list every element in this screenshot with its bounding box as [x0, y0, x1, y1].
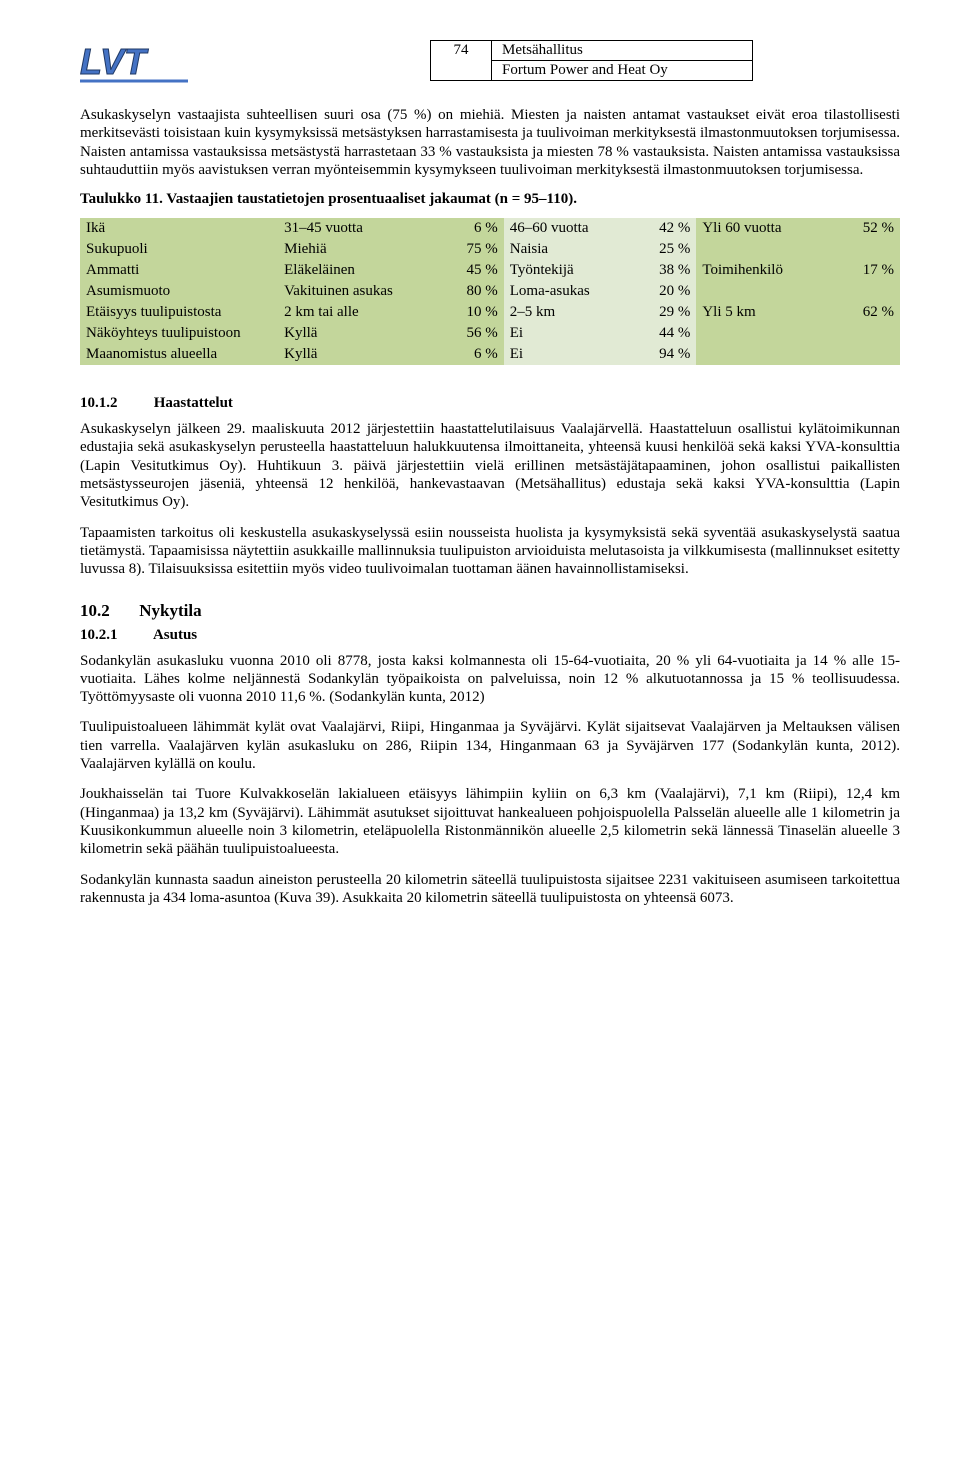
- table-cell: [696, 323, 839, 344]
- table-cell: Ei: [504, 344, 636, 365]
- table-cell: 44 %: [636, 323, 697, 344]
- table-cell: Kyllä: [278, 323, 443, 344]
- page-number: 74: [431, 41, 492, 81]
- table-cell: Sukupuoli: [80, 239, 278, 260]
- table-cell: Ikä: [80, 218, 278, 239]
- background-table: Ikä31–45 vuotta6 %46–60 vuotta42 %Yli 60…: [80, 218, 900, 365]
- table-cell: 52 %: [839, 218, 900, 239]
- table-cell: Asumismuoto: [80, 281, 278, 302]
- heading-number: 10.1.2: [80, 395, 150, 412]
- intro-paragraph: Asukaskyselyn vastaajista suhteellisen s…: [80, 106, 900, 179]
- table-cell: [839, 323, 900, 344]
- table-cell: Yli 5 km: [696, 302, 839, 323]
- table-cell: 17 %: [839, 260, 900, 281]
- table-cell: 75 %: [443, 239, 504, 260]
- table-cell: 56 %: [443, 323, 504, 344]
- table-row: Ikä31–45 vuotta6 %46–60 vuotta42 %Yli 60…: [80, 218, 900, 239]
- heading-title: Nykytila: [139, 601, 201, 620]
- table-cell: 6 %: [443, 218, 504, 239]
- heading-number: 10.2.1: [80, 627, 150, 644]
- heading-10-1-2: 10.1.2 Haastattelut: [80, 395, 900, 412]
- heading-number: 10.2: [80, 601, 135, 621]
- table-cell: Maanomistus alueella: [80, 344, 278, 365]
- table-row: Etäisyys tuulipuistosta2 km tai alle10 %…: [80, 302, 900, 323]
- header-info-table: 74 Metsähallitus Fortum Power and Heat O…: [430, 40, 753, 81]
- table-cell: Vakituinen asukas: [278, 281, 443, 302]
- lvt-logo: LVT: [80, 40, 190, 84]
- table-cell: 42 %: [636, 218, 697, 239]
- table-cell: Eläkeläinen: [278, 260, 443, 281]
- table-cell: [696, 281, 839, 302]
- table-cell: Ammatti: [80, 260, 278, 281]
- table-row: AsumismuotoVakituinen asukas80 %Loma-asu…: [80, 281, 900, 302]
- table-cell: Ei: [504, 323, 636, 344]
- table-cell: Miehiä: [278, 239, 443, 260]
- table-cell: [839, 239, 900, 260]
- heading-title: Asutus: [153, 627, 197, 643]
- heading-10-2: 10.2 Nykytila: [80, 601, 900, 621]
- table-cell: 80 %: [443, 281, 504, 302]
- table-cell: 6 %: [443, 344, 504, 365]
- table-row: SukupuoliMiehiä75 %Naisia25 %: [80, 239, 900, 260]
- heading-10-2-1: 10.2.1 Asutus: [80, 627, 900, 644]
- table-cell: Loma-asukas: [504, 281, 636, 302]
- table-cell: 10 %: [443, 302, 504, 323]
- table-cell: Työntekijä: [504, 260, 636, 281]
- table-cell: 20 %: [636, 281, 697, 302]
- table-cell: 31–45 vuotta: [278, 218, 443, 239]
- sec1021-p1: Sodankylän asukasluku vuonna 2010 oli 87…: [80, 652, 900, 707]
- table-cell: Näköyhteys tuulipuistoon: [80, 323, 278, 344]
- table-cell: [696, 239, 839, 260]
- table-cell: Toimihenkilö: [696, 260, 839, 281]
- table-cell: 2 km tai alle: [278, 302, 443, 323]
- table-cell: Naisia: [504, 239, 636, 260]
- table-row: Näköyhteys tuulipuistoonKyllä56 %Ei44 %: [80, 323, 900, 344]
- table-row: AmmattiEläkeläinen45 %Työntekijä38 %Toim…: [80, 260, 900, 281]
- header-org1: Metsähallitus: [492, 41, 753, 61]
- table-cell: 25 %: [636, 239, 697, 260]
- table-cell: 62 %: [839, 302, 900, 323]
- table-cell: 29 %: [636, 302, 697, 323]
- page-header: LVT 74 Metsähallitus Fortum Power and He…: [80, 40, 900, 84]
- heading-title: Haastattelut: [154, 395, 233, 411]
- table-cell: [839, 281, 900, 302]
- table-cell: [696, 344, 839, 365]
- table-caption: Taulukko 11. Vastaajien taustatietojen p…: [80, 191, 900, 208]
- table-cell: 38 %: [636, 260, 697, 281]
- table-cell: 46–60 vuotta: [504, 218, 636, 239]
- table-cell: Kyllä: [278, 344, 443, 365]
- header-org2: Fortum Power and Heat Oy: [492, 61, 753, 81]
- sec1021-p2: Tuulipuistoalueen lähimmät kylät ovat Va…: [80, 718, 900, 773]
- table-cell: 2–5 km: [504, 302, 636, 323]
- svg-text:LVT: LVT: [80, 41, 149, 82]
- table-cell: 45 %: [443, 260, 504, 281]
- sec1021-p4: Sodankylän kunnasta saadun aineiston per…: [80, 871, 900, 908]
- table-cell: [839, 344, 900, 365]
- table-cell: Etäisyys tuulipuistosta: [80, 302, 278, 323]
- sec1012-p2: Tapaamisten tarkoitus oli keskustella as…: [80, 524, 900, 579]
- table-cell: Yli 60 vuotta: [696, 218, 839, 239]
- sec1021-p3: Joukhaisselän tai Tuore Kulvakkoselän la…: [80, 785, 900, 858]
- table-cell: 94 %: [636, 344, 697, 365]
- sec1012-p1: Asukaskyselyn jälkeen 29. maaliskuuta 20…: [80, 420, 900, 511]
- table-row: Maanomistus alueellaKyllä6 %Ei94 %: [80, 344, 900, 365]
